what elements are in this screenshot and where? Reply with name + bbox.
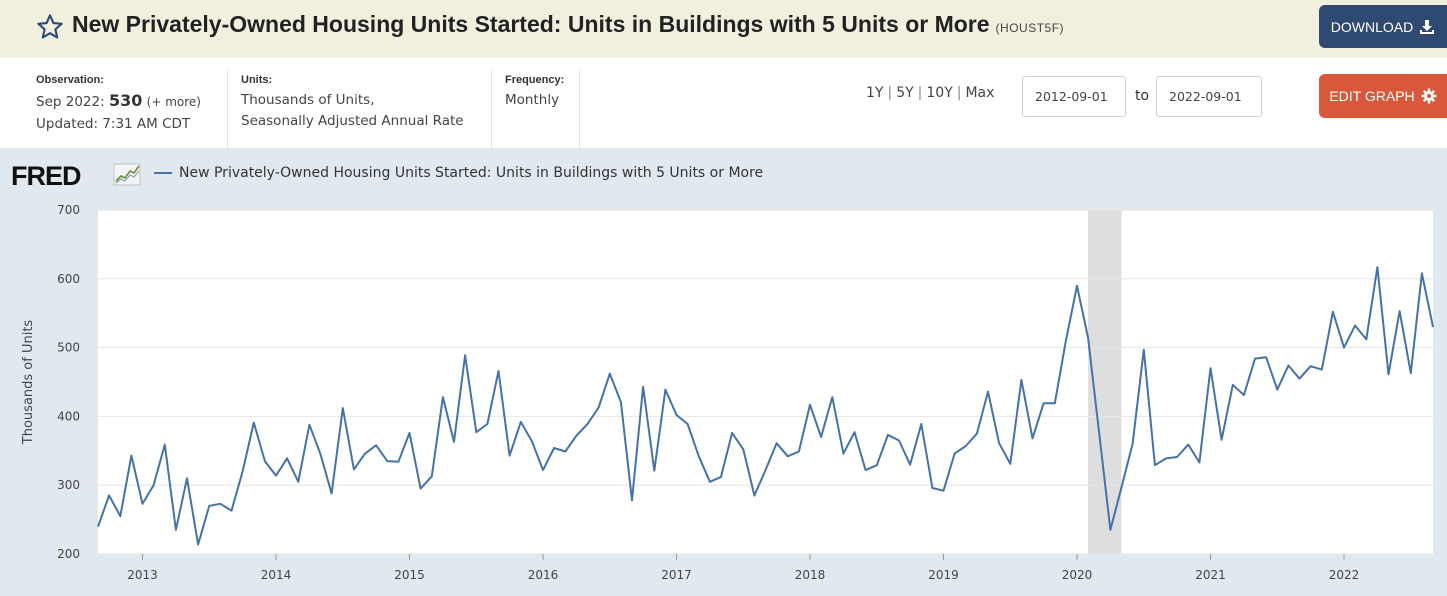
x-tick-label: 2015 [394,568,425,582]
observation-more-link[interactable]: (+ more) [146,95,201,109]
line-chart: 200 300 400 500 600 700 2013 2014 2015 2016 2017 20… [21,203,1447,582]
range-separator: | [887,85,893,101]
observation-label: Observation: [36,74,104,86]
series-id: (HOUST5F) [995,21,1065,35]
x-tick-label: 2013 [127,568,158,582]
download-icon [1420,19,1435,34]
units-block: Units: Thousands of Units, Seasonally Ad… [241,74,464,132]
end-date-input[interactable] [1156,76,1262,117]
legend-swatch [154,172,172,174]
edit-graph-button[interactable]: EDIT GRAPH [1319,74,1447,118]
range-selector: 1Y | 5Y | 10Y | Max [866,85,994,101]
download-button[interactable]: DOWNLOAD [1319,5,1447,48]
legend-label: New Privately-Owned Housing Units Starte… [179,165,764,181]
series-title-text: New Privately-Owned Housing Units Starte… [72,11,990,37]
range-5y[interactable]: 5Y [896,85,914,101]
x-tick-label: 2020 [1062,568,1093,582]
range-separator: | [956,85,962,101]
start-date-input[interactable] [1022,76,1126,117]
range-separator: | [917,85,923,101]
y-axis-label: Thousands of Units [21,320,36,446]
frequency-value: Monthly [505,92,560,108]
y-tick-label: 600 [57,272,80,286]
x-tick-label: 2022 [1329,568,1360,582]
y-tick-label: 500 [57,341,80,355]
download-label: DOWNLOAD [1330,18,1414,35]
y-tick-label: 400 [57,409,80,423]
observation-date: Sep 2022: [36,94,105,110]
plot-background [98,210,1433,554]
to-label: to [1135,88,1150,104]
title-bar: New Privately-Owned Housing Units Starte… [0,0,1447,58]
y-tick-label: 300 [57,478,80,492]
gear-icon [1421,88,1437,104]
x-tick-label: 2016 [528,568,559,582]
units-line2: Seasonally Adjusted Annual Rate [241,113,464,129]
frequency-label: Frequency: [505,74,565,86]
fred-logo-graph-icon [113,163,141,186]
y-tick-label: 700 [57,203,80,217]
units-line1: Thousands of Units, [241,92,375,108]
observation-value-line: Sep 2022: 530 (+ more) [36,90,201,113]
edit-graph-label: EDIT GRAPH [1329,88,1415,104]
x-tick-label: 2018 [795,568,826,582]
series-line [97,266,1434,546]
x-tick-label: 2021 [1195,568,1226,582]
y-tick-label: 200 [57,547,80,561]
divider [579,70,580,148]
divider [227,70,228,148]
units-label: Units: [241,74,273,86]
x-tick-label: 2014 [261,568,292,582]
info-bar: Observation: Sep 2022: 530 (+ more) Upda… [0,58,1447,148]
observation-block: Observation: Sep 2022: 530 (+ more) Upda… [36,74,201,135]
x-tick-label: 2019 [928,568,959,582]
updated-text: Updated: 7:31 AM CDT [36,116,191,132]
range-max[interactable]: Max [965,85,995,101]
divider [491,70,492,148]
frequency-block: Frequency: Monthly [505,74,564,111]
page-title: New Privately-Owned Housing Units Starte… [72,11,1064,38]
fred-logo: FRED [11,161,81,191]
range-1y[interactable]: 1Y [866,85,884,101]
observation-value: 530 [108,91,143,110]
range-10y[interactable]: 10Y [926,85,953,101]
chart-legend: New Privately-Owned Housing Units Starte… [154,165,763,181]
x-tick-label: 2017 [661,568,692,582]
star-icon[interactable] [36,13,64,41]
